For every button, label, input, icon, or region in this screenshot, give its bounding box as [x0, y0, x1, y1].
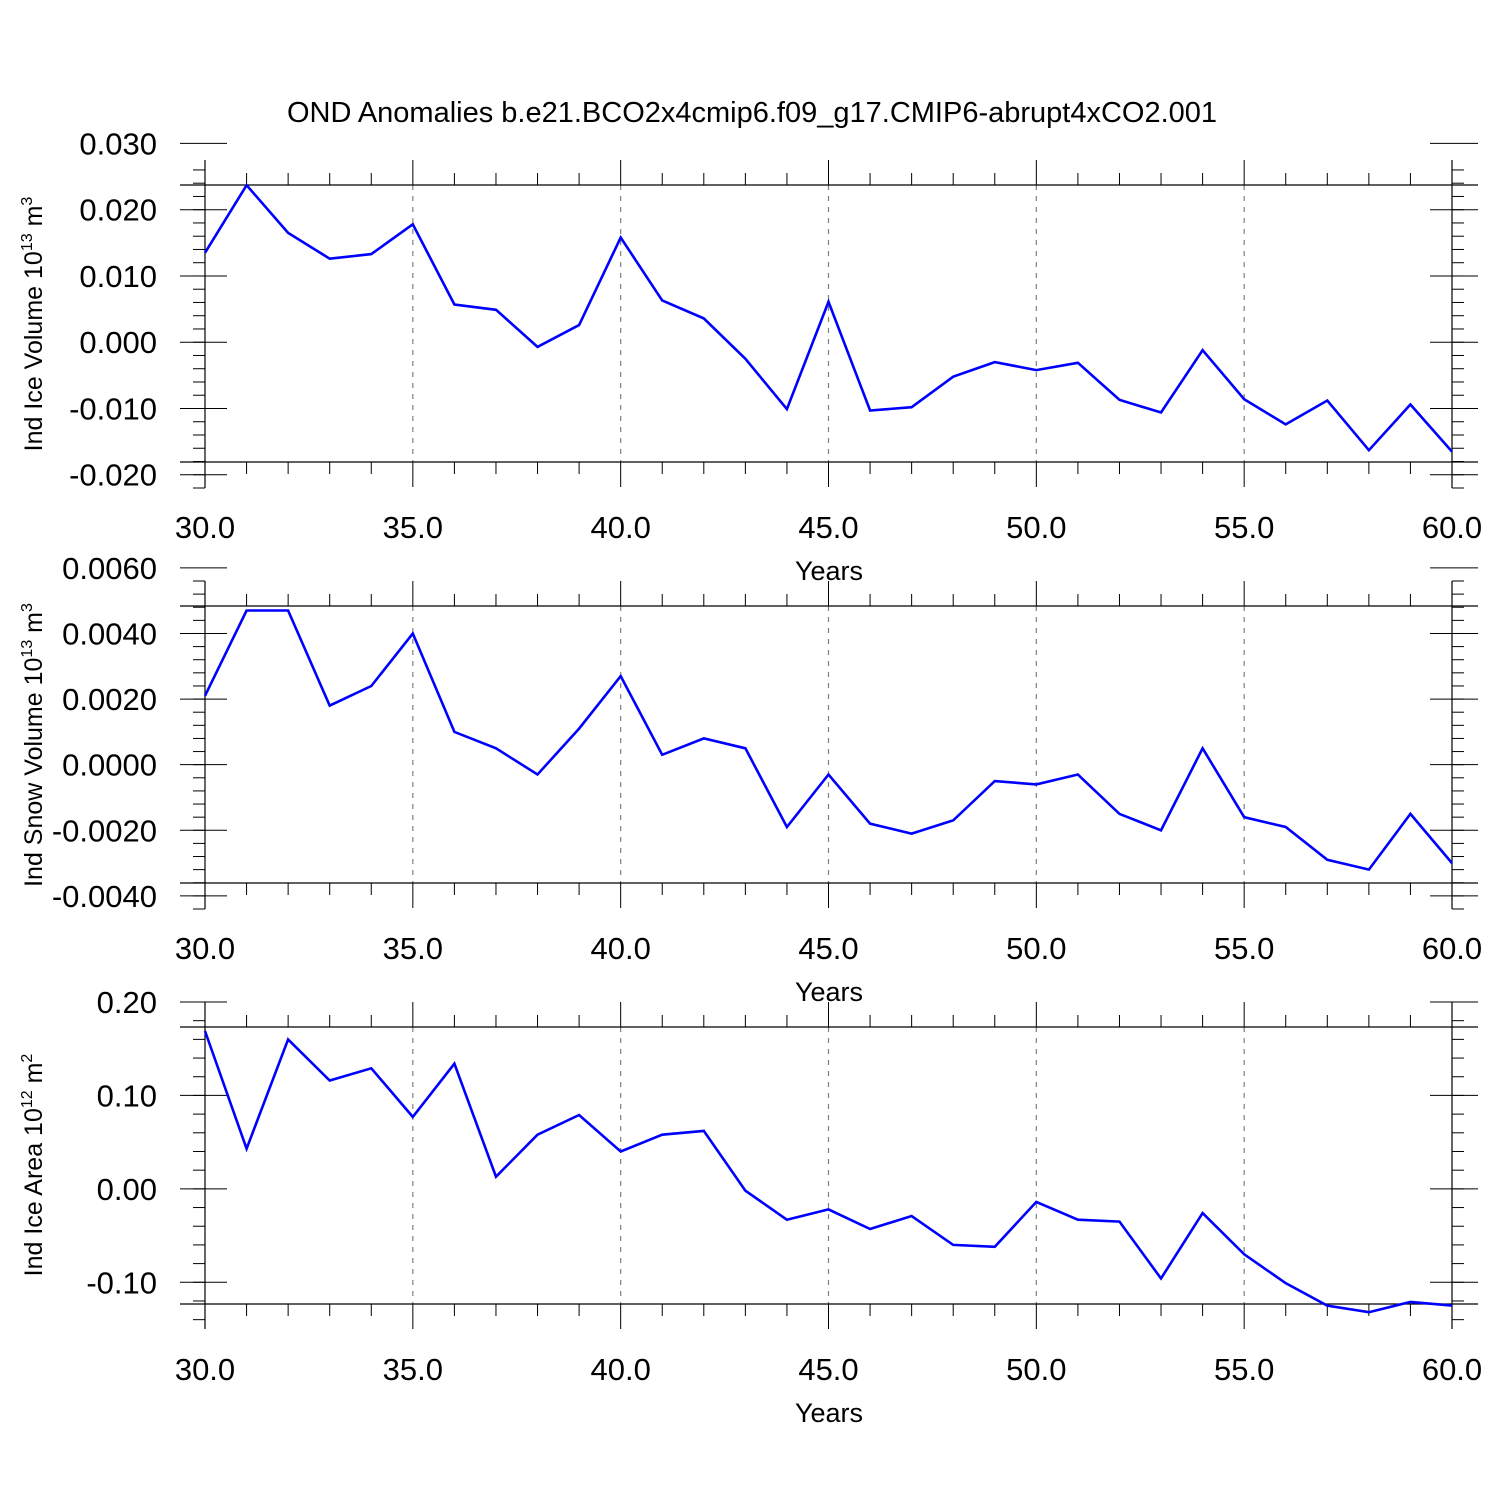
y-tick-label: 0.0040 — [62, 616, 157, 651]
y-axis-label-part: Ind Ice Volume 10 — [20, 251, 48, 451]
x-tick-label: 55.0 — [1214, 931, 1274, 966]
y-axis-label-part: m — [20, 1063, 48, 1091]
y-axis-label-superscript: 12 — [19, 1090, 36, 1108]
y-tick-label: 0.20 — [97, 985, 157, 1020]
y-axis-label: Ind Snow Volume 1013 m3 — [19, 603, 48, 887]
x-tick-label: 55.0 — [1214, 1352, 1274, 1387]
y-tick-label: 0.000 — [79, 325, 157, 360]
y-axis-label-part: Ind Snow Volume 10 — [20, 658, 48, 887]
panel-2: -0.0040 -0.0020 0.0000 0.0020 0.0040 0.0060 30… — [19, 551, 1482, 1007]
x-tick-label: 30.0 — [175, 1352, 235, 1387]
panel-1: -0.020 -0.010 0.000 0.010 0.020 0.030 30.0 35.0… — [19, 126, 1482, 586]
x-tick-label: 30.0 — [175, 510, 235, 545]
y-tick-label: 0.10 — [97, 1078, 157, 1113]
y-axis-label-superscript: 13 — [19, 640, 36, 658]
y-tick-label: -0.10 — [86, 1265, 157, 1300]
y-axis-label-part: m — [20, 206, 48, 234]
x-tick-label: 40.0 — [590, 1352, 650, 1387]
y-tick-label: 0.0020 — [62, 682, 157, 717]
x-tick-label: 45.0 — [798, 510, 858, 545]
y-tick-label: 0.030 — [79, 126, 157, 161]
x-tick-label: 50.0 — [1006, 931, 1066, 966]
x-tick-label: 35.0 — [383, 510, 443, 545]
y-tick-label: -0.010 — [69, 391, 157, 426]
x-tick-label: 45.0 — [798, 1352, 858, 1387]
y-tick-label: -0.020 — [69, 458, 157, 493]
y-axis-label-superscript: 3 — [19, 603, 36, 612]
y-axis-label-superscript: 2 — [19, 1054, 36, 1063]
x-tick-label: 60.0 — [1422, 931, 1482, 966]
y-tick-label: 0.0000 — [62, 748, 157, 783]
x-tick-label: 30.0 — [175, 931, 235, 966]
x-tick-label: 50.0 — [1006, 510, 1066, 545]
x-tick-label: 50.0 — [1006, 1352, 1066, 1387]
series-line — [203, 609, 1453, 872]
chart-title: OND Anomalies b.e21.BCO2x4cmip6.f09_g17.… — [287, 97, 1217, 129]
y-axis-label-part: Ind Ice Area 10 — [20, 1108, 48, 1276]
y-axis-label: Ind Ice Volume 1013 m3 — [19, 197, 48, 452]
x-axis-label: Years — [795, 1398, 863, 1428]
y-axis-label-superscript: 3 — [19, 197, 36, 206]
x-tick-label: 60.0 — [1422, 510, 1482, 545]
panels: -0.020 -0.010 0.000 0.010 0.020 0.030 30.0 35.0… — [19, 126, 1482, 1428]
panel-3: -0.10 0.00 0.10 0.20 30.0 35.0 40.0 45.0 50.0 55.… — [19, 985, 1482, 1428]
y-tick-label: -0.0040 — [52, 879, 157, 914]
y-axis-label-part: m — [20, 612, 48, 640]
x-tick-label: 40.0 — [590, 510, 650, 545]
y-tick-label: 0.010 — [79, 259, 157, 294]
x-tick-label: 35.0 — [383, 1352, 443, 1387]
x-tick-label: 35.0 — [383, 931, 443, 966]
x-tick-label: 55.0 — [1214, 510, 1274, 545]
x-tick-label: 60.0 — [1422, 1352, 1482, 1387]
x-tick-label: 40.0 — [590, 931, 650, 966]
x-tick-label: 45.0 — [798, 931, 858, 966]
y-tick-label: 0.0060 — [62, 551, 157, 586]
series-line — [203, 1030, 1453, 1314]
y-axis-label-superscript: 13 — [19, 233, 36, 251]
y-axis-label: Ind Ice Area 1012 m2 — [19, 1054, 48, 1277]
y-tick-label: 0.020 — [79, 193, 157, 228]
y-tick-label: 0.00 — [97, 1172, 157, 1207]
series-line — [203, 183, 1453, 453]
y-tick-label: -0.0020 — [52, 813, 157, 848]
